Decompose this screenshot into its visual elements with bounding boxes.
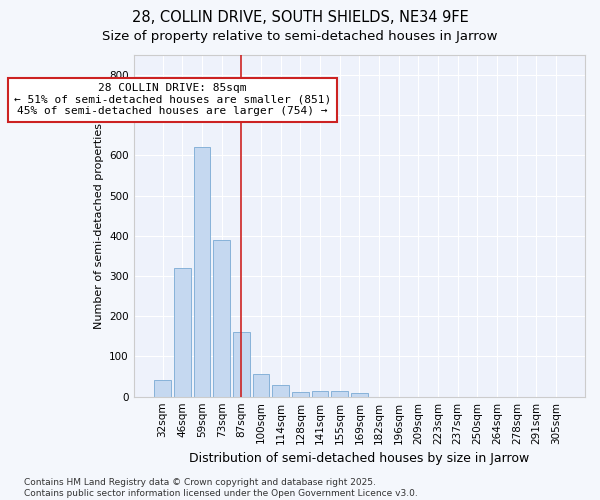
Bar (194, 148, 211, 396)
X-axis label: Distribution of semi-detached houses by size in Jarrow: Distribution of semi-detached houses by … (189, 452, 529, 465)
Bar (292, 392, 309, 396)
Text: Size of property relative to semi-detached houses in Jarrow: Size of property relative to semi-detach… (102, 30, 498, 43)
Y-axis label: Number of semi-detached properties: Number of semi-detached properties (94, 123, 104, 329)
Bar (213, 240, 230, 396)
Text: 28 COLLIN DRIVE: 85sqm
← 51% of semi-detached houses are smaller (851)
45% of se: 28 COLLIN DRIVE: 85sqm ← 51% of semi-det… (14, 83, 331, 116)
Bar (233, 332, 250, 396)
Text: 28, COLLIN DRIVE, SOUTH SHIELDS, NE34 9FE: 28, COLLIN DRIVE, SOUTH SHIELDS, NE34 9F… (131, 10, 469, 25)
Bar (253, 374, 269, 396)
Bar (174, 268, 191, 396)
Bar (331, 391, 348, 396)
Bar (272, 384, 289, 396)
Bar (154, 380, 171, 396)
Bar (351, 392, 368, 396)
Bar (311, 390, 328, 396)
Text: Contains HM Land Registry data © Crown copyright and database right 2025.
Contai: Contains HM Land Registry data © Crown c… (24, 478, 418, 498)
